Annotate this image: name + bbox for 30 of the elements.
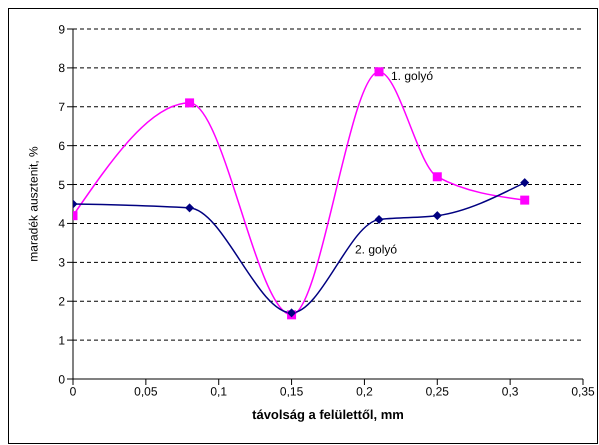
point bbox=[185, 203, 194, 212]
series-label: 1. golyó bbox=[391, 68, 434, 83]
y-tick-label: 8 bbox=[58, 61, 66, 76]
point bbox=[520, 196, 530, 205]
x-tick-label: 0,3 bbox=[502, 384, 519, 399]
point bbox=[374, 215, 384, 224]
point bbox=[520, 178, 530, 188]
point bbox=[432, 211, 442, 220]
y-axis-title: maradék ausztenit, % bbox=[26, 146, 40, 262]
x-tick-label: 0,15 bbox=[280, 384, 304, 399]
x-tick-label: 0,1 bbox=[210, 384, 228, 399]
x-tick-label: 0,05 bbox=[134, 384, 158, 399]
series-label: 2. golyó bbox=[355, 242, 398, 257]
y-tick-label: 3 bbox=[58, 256, 66, 270]
x-axis-title: távolság a felülettől, mm bbox=[252, 407, 404, 422]
y-tick-label: 1 bbox=[58, 333, 66, 348]
point bbox=[432, 172, 442, 182]
y-tick-label: 7 bbox=[58, 100, 66, 114]
x-tick-label: 0,25 bbox=[426, 384, 450, 399]
y-tick-label: 9 bbox=[58, 22, 66, 36]
x-tick-label: 0,2 bbox=[356, 384, 374, 399]
x-tick-label: 0 bbox=[70, 384, 77, 399]
y-tick-label: 6 bbox=[58, 138, 66, 153]
point bbox=[185, 98, 194, 108]
y-tick-label: 0 bbox=[58, 372, 66, 386]
point bbox=[374, 67, 384, 76]
x-tick-label: 0,35 bbox=[571, 384, 595, 399]
y-tick-label: 2 bbox=[58, 294, 66, 308]
y-tick-label: 4 bbox=[58, 216, 66, 231]
y-tick-label: 5 bbox=[58, 178, 66, 192]
